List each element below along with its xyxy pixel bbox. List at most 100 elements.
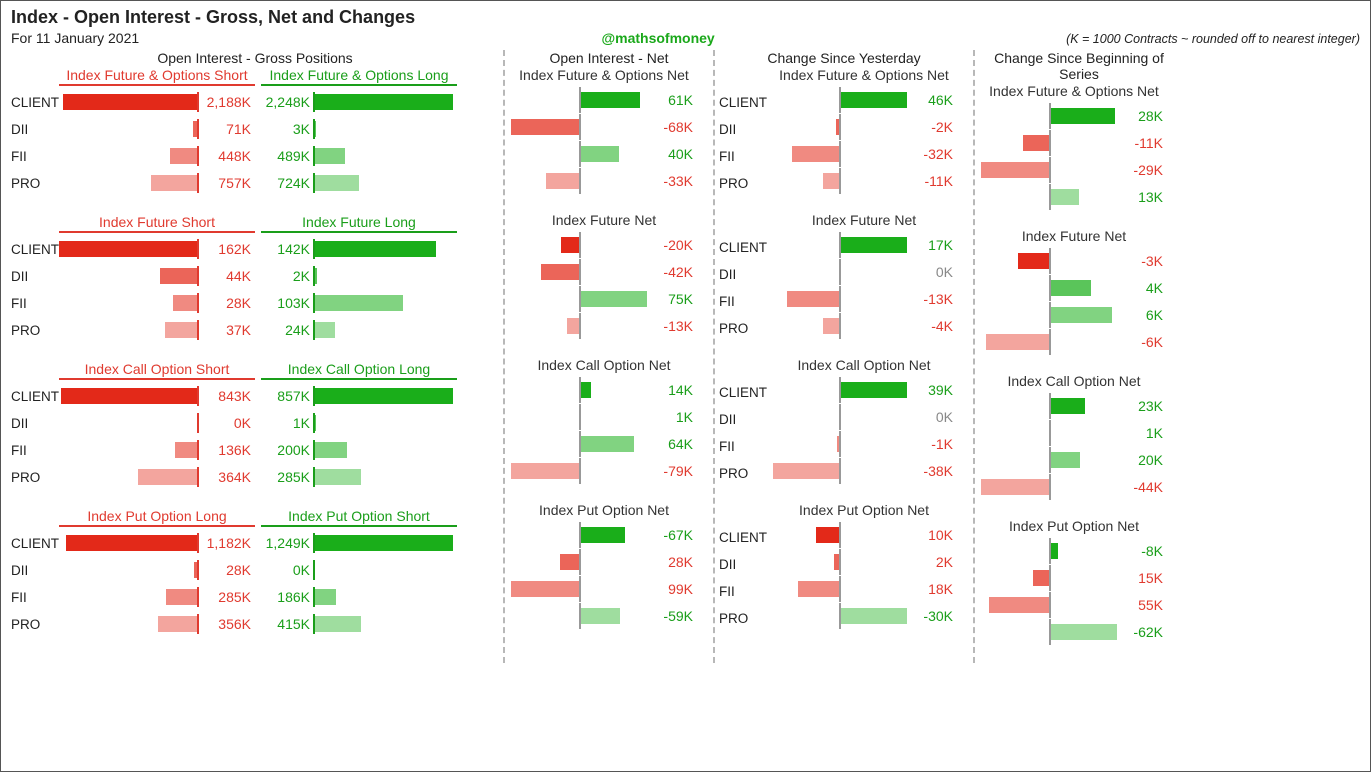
bar-track-long <box>313 533 453 553</box>
main-title: Index - Open Interest - Gross, Net and C… <box>11 7 1360 28</box>
bar-value: 17K <box>909 237 953 253</box>
bar <box>315 322 335 338</box>
bar-track-net <box>509 461 649 481</box>
bar-row: 1K <box>261 409 457 436</box>
bar-track-short <box>59 146 199 166</box>
category-label: FII <box>11 443 59 458</box>
panel-title: Index Future & Options Net <box>769 67 959 84</box>
bar <box>160 268 197 284</box>
bar-row: -4K <box>769 312 959 339</box>
bar-track-net <box>509 289 649 309</box>
bar-track-short <box>59 560 199 580</box>
bar-row: 757K <box>59 169 255 196</box>
panel-title: Index Future & Options Short <box>59 67 255 86</box>
panel-title: Index Put Option Long <box>59 508 255 527</box>
category-labels: CLIENTDIIFIIPRO <box>719 357 769 502</box>
bar-track-net <box>509 90 649 110</box>
bar <box>837 436 839 452</box>
bar <box>511 463 579 479</box>
bar <box>138 469 197 485</box>
bar <box>579 92 640 108</box>
section-row: CLIENTDIIFIIPRO Index Future Short 162K … <box>11 214 499 361</box>
bar-row: -42K <box>509 258 699 285</box>
bar <box>1049 398 1085 414</box>
panel-title: Index Future Long <box>261 214 457 233</box>
bar <box>1049 425 1051 441</box>
bar-row: 23K <box>979 392 1169 419</box>
bar-value: 28K <box>1119 108 1163 124</box>
bar <box>1018 253 1049 269</box>
bar-track-short <box>59 266 199 286</box>
bar-value: 0K <box>909 264 953 280</box>
bar-track-net <box>769 606 909 626</box>
category-row: CLIENT <box>11 383 59 410</box>
bar-row: 857K <box>261 382 457 409</box>
bar <box>579 527 625 543</box>
section-row: Index Future & Options Net 28K -11K -29K… <box>979 83 1179 228</box>
bar-row: 75K <box>509 285 699 312</box>
bar-row: -13K <box>769 285 959 312</box>
bar-row: 99K <box>509 575 699 602</box>
bar-value: -13K <box>909 291 953 307</box>
bar <box>986 334 1049 350</box>
super-title-net: Open Interest - Net <box>509 50 709 66</box>
bar-value: 71K <box>199 121 251 137</box>
subtitle: For 11 January 2021 <box>11 30 139 46</box>
bar-track-long <box>313 440 453 460</box>
bar-row: 285K <box>59 583 255 610</box>
category-label: CLIENT <box>719 530 767 545</box>
bar-value: 10K <box>909 527 953 543</box>
panel-title: Index Future Net <box>769 212 959 229</box>
divider <box>503 50 505 663</box>
bar <box>579 608 620 624</box>
category-row: DII <box>719 551 769 578</box>
bar-value: 2,188K <box>199 94 251 110</box>
category-row: FII <box>719 433 769 460</box>
section-row: CLIENTDIIFIIPRO Index Call Option Net 39… <box>719 357 969 502</box>
bar-value: 724K <box>261 175 313 191</box>
bar-row: 28K <box>979 102 1169 129</box>
bar <box>315 469 361 485</box>
bar-value: -13K <box>649 318 693 334</box>
bar-row: -44K <box>979 473 1169 500</box>
bar-value: -1K <box>909 436 953 452</box>
bar-track-net <box>509 316 649 336</box>
bar-row: 489K <box>261 142 457 169</box>
bar-row: 46K <box>769 86 959 113</box>
bar-row: -1K <box>769 430 959 457</box>
category-row: DII <box>719 406 769 433</box>
bar-value: 23K <box>1119 398 1163 414</box>
category-labels: CLIENTDIIFIIPRO <box>11 508 59 655</box>
bar-row: 0K <box>769 403 959 430</box>
bar-row: 1,182K <box>59 529 255 556</box>
bar <box>798 581 839 597</box>
bar-row: 142K <box>261 235 457 262</box>
bar <box>541 264 579 280</box>
net-panel: Index Future Net -20K -42K 75K -13K <box>509 212 699 339</box>
bar <box>981 479 1049 495</box>
category-labels: CLIENTDIIFIIPRO <box>719 67 769 212</box>
bar-value: -30K <box>909 608 953 624</box>
bar-value: 46K <box>909 92 953 108</box>
bar-value: 39K <box>909 382 953 398</box>
bar-track-short <box>59 467 199 487</box>
bar-value: 0K <box>199 415 251 431</box>
bar-track-net <box>769 316 909 336</box>
panel-title: Index Future & Options Net <box>979 83 1169 100</box>
bar <box>158 616 197 632</box>
bar-track-net <box>509 407 649 427</box>
bar-row: 44K <box>59 262 255 289</box>
bar <box>579 291 647 307</box>
bar-value: 20K <box>1119 452 1163 468</box>
bar <box>567 318 579 334</box>
bar-track-net <box>509 171 649 191</box>
bar-track-long <box>313 146 453 166</box>
bar-value: -6K <box>1119 334 1163 350</box>
bar-value: 75K <box>649 291 693 307</box>
bar-track-net <box>769 235 909 255</box>
category-row: FII <box>719 578 769 605</box>
bar <box>315 148 345 164</box>
bar-value: 15K <box>1119 570 1163 586</box>
panel-title: Index Future Net <box>509 212 699 229</box>
bar-value: 37K <box>199 322 251 338</box>
